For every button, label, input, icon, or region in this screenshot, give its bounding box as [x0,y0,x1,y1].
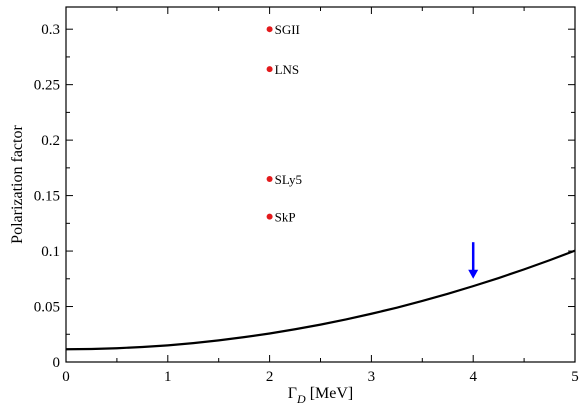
point-label-lns: LNS [275,62,300,77]
data-point-sgii [266,26,273,33]
x-axis-symbol: Γ [288,385,297,402]
y-tick-label-5: 0.25 [34,78,60,94]
points-layer: SGII LNS SLy5 SkP [266,22,302,225]
plot-frame [65,6,576,363]
y-tick-label-0: 0 [53,355,61,371]
x-tick-label-4: 4 [469,369,477,385]
data-point-skp [266,213,273,220]
x-tick-label-2: 2 [266,369,274,385]
y-tick-label-6: 0.3 [41,22,60,38]
x-tick-label-5: 5 [571,369,579,385]
data-point-lns [266,66,273,73]
curve-layer [65,249,576,351]
x-axis-subscript: D [296,392,306,404]
x-tick-label-3: 3 [368,369,376,385]
arrow-head [468,269,479,279]
arrow-layer [468,242,479,279]
y-tick-label-4: 0.2 [41,133,60,149]
x-axis-unit: [MeV] [306,385,354,402]
point-label-skp: SkP [275,210,296,225]
y-axis-title: Polarization factor [9,125,26,244]
y-tick-label-3: 0.15 [34,189,60,205]
y-tick-label-2: 0.1 [41,244,60,260]
x-axis-title: ΓD [MeV] [288,385,353,404]
x-tick-label-1: 1 [164,369,172,385]
data-point-sly5 [266,175,273,182]
y-tick-label-1: 0.05 [34,300,60,316]
model-curve [65,249,576,351]
point-label-sly5: SLy5 [275,172,302,187]
point-label-sgii: SGII [275,22,300,37]
x-tick-label-0: 0 [62,369,70,385]
